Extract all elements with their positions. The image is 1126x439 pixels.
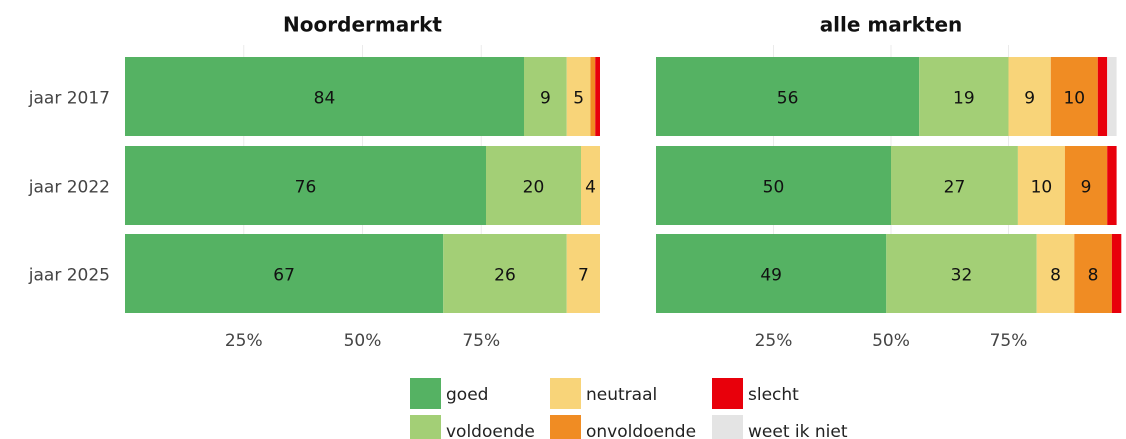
bar-segment [886, 234, 1037, 313]
bar-segment [1050, 57, 1098, 136]
x-tick-label: 50% [344, 331, 382, 351]
data-label: 9 [1081, 178, 1092, 198]
legend-swatch [410, 378, 441, 409]
legend-swatch [550, 378, 581, 409]
data-label: 50 [763, 178, 785, 198]
legend-swatch [712, 378, 743, 409]
bar-segment [590, 57, 596, 136]
bar-segment [1008, 57, 1051, 136]
bar-segment [524, 57, 567, 136]
bar-segment [656, 234, 887, 313]
bar-segment [1074, 234, 1112, 313]
bar-segment [891, 146, 1018, 225]
bar-segment [486, 146, 581, 225]
data-label: 27 [944, 178, 966, 198]
bar-segment [656, 146, 891, 225]
data-label: 26 [494, 266, 516, 286]
bar-segment [581, 146, 600, 225]
data-label: 9 [540, 89, 551, 109]
data-label: 5 [573, 89, 584, 109]
bar-segment [566, 234, 600, 313]
data-label: 49 [760, 266, 782, 286]
x-tick-label: 75% [990, 331, 1028, 351]
bar-segment [595, 57, 600, 136]
data-label: 9 [1024, 89, 1035, 109]
legend-label: voldoende [446, 422, 535, 439]
x-tick-label: 50% [872, 331, 910, 351]
data-label: 32 [951, 266, 973, 286]
bar-segment [125, 57, 524, 136]
bar-segment [656, 57, 920, 136]
bar-segment [1107, 57, 1117, 136]
data-label: 20 [523, 178, 545, 198]
bar-segment [566, 57, 591, 136]
data-label: 19 [953, 89, 975, 109]
legend-label: onvoldoende [586, 422, 696, 439]
bar-segment [443, 234, 567, 313]
legend-swatch [712, 415, 743, 439]
x-tick-label: 75% [462, 331, 500, 351]
data-label: 7 [578, 266, 589, 286]
y-tick-label: jaar 2025 [28, 266, 110, 286]
legend-label: slecht [748, 385, 799, 405]
bar-segment [1107, 146, 1117, 225]
legend-label: weet ik niet [748, 422, 848, 439]
y-tick-label: jaar 2022 [28, 178, 110, 198]
data-label: 10 [1063, 89, 1085, 109]
bar-segment [1017, 146, 1065, 225]
data-label: 4 [585, 178, 596, 198]
bar-segment [1111, 234, 1122, 313]
legend-swatch [410, 415, 441, 439]
bar-segment [1036, 234, 1075, 313]
bar-segment [1097, 57, 1108, 136]
panel-title: Noordermarkt [283, 13, 442, 37]
data-label: 76 [295, 178, 317, 198]
data-label: 67 [273, 266, 295, 286]
data-label: 56 [777, 89, 799, 109]
bar-segment [125, 146, 486, 225]
x-tick-label: 25% [225, 331, 263, 351]
y-tick-label: jaar 2017 [28, 89, 110, 109]
bar-segment [1064, 146, 1108, 225]
data-label: 84 [314, 89, 336, 109]
bar-segment [919, 57, 1009, 136]
legend-swatch [550, 415, 581, 439]
legend-label: neutraal [586, 385, 657, 405]
data-label: 10 [1031, 178, 1053, 198]
legend-label: goed [446, 385, 488, 405]
panel-title: alle markten [820, 13, 963, 37]
x-tick-label: 25% [755, 331, 793, 351]
bar-segment [125, 234, 444, 313]
data-label: 8 [1050, 266, 1061, 286]
data-label: 8 [1088, 266, 1099, 286]
